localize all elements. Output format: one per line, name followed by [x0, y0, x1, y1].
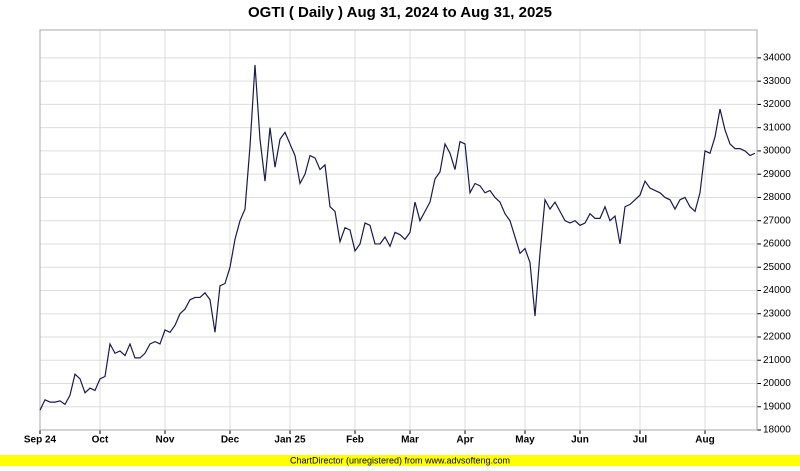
y-tick-label: 22000 [763, 332, 791, 343]
y-tick-label: 33000 [763, 76, 791, 87]
x-tick-label: Dec [221, 435, 240, 446]
x-tick-label: Sep 24 [24, 435, 57, 446]
x-tick-label: Aug [695, 435, 714, 446]
x-tick-label: Nov [156, 435, 175, 446]
x-tick-label: Jun [571, 435, 589, 446]
price-line [39, 64, 756, 411]
y-tick-label: 28000 [763, 192, 791, 203]
x-tick-label: Apr [456, 435, 473, 446]
x-tick-label: Mar [401, 435, 419, 446]
x-tick-label: Jan 25 [274, 435, 306, 446]
x-tick-label: May [515, 435, 535, 446]
y-tick-label: 32000 [763, 99, 791, 110]
y-tick-label: 19000 [763, 401, 791, 412]
x-tick-label: Jul [633, 435, 648, 446]
y-tick-label: 26000 [763, 239, 791, 250]
y-tick-label: 31000 [763, 122, 791, 133]
y-tick-label: 24000 [763, 285, 791, 296]
y-tick-label: 34000 [763, 53, 791, 64]
x-tick-label: Feb [346, 435, 364, 446]
y-tick-label: 30000 [763, 146, 791, 157]
y-tick-label: 23000 [763, 308, 791, 319]
y-tick-label: 21000 [763, 355, 791, 366]
y-tick-label: 25000 [763, 262, 791, 273]
footer-bar [0, 455, 800, 466]
chart-title: OGTI ( Daily ) Aug 31, 2024 to Aug 31, 2… [248, 4, 552, 21]
y-tick-label: 29000 [763, 169, 791, 180]
footer: ChartDirector (unregistered) from www.ad… [290, 455, 510, 465]
y-tick-label: 18000 [763, 425, 791, 436]
plot-area [39, 29, 758, 431]
x-tick-label: Oct [92, 435, 109, 446]
y-tick-label: 20000 [763, 378, 791, 389]
y-tick-label: 27000 [763, 215, 791, 226]
plot-border [39, 29, 758, 431]
